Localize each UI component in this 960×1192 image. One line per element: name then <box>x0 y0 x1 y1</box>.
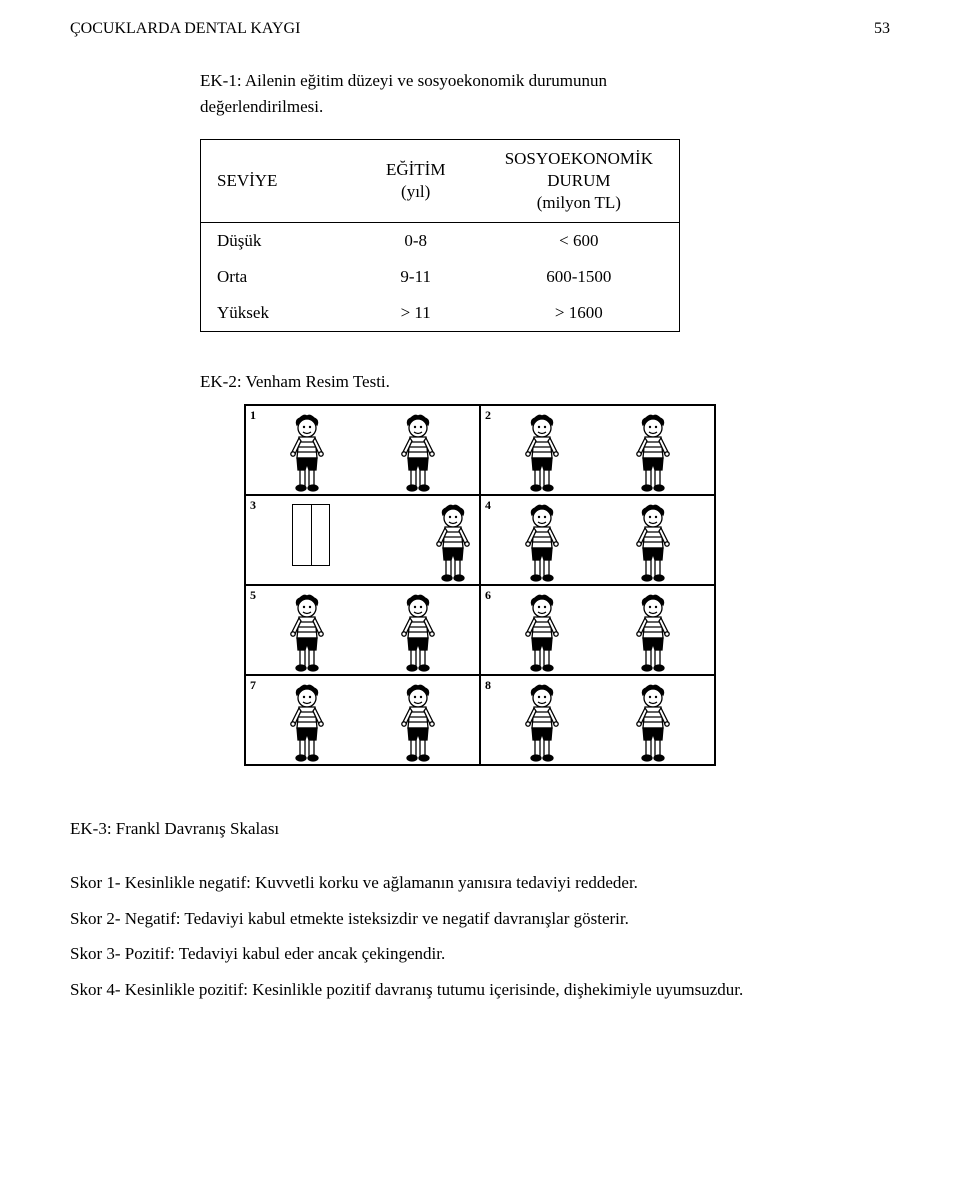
ek1-title: EK-1: Ailenin eğitim düzeyi ve sosyoekon… <box>200 68 890 119</box>
ek2-title: EK-2: Venham Resim Testi. <box>200 372 890 392</box>
child-figure-icon <box>287 684 327 762</box>
child-figure-icon <box>522 504 562 582</box>
venham-cell: 6 <box>480 585 715 675</box>
child-figure-icon <box>398 684 438 762</box>
running-header-left: ÇOCUKLARDA DENTAL KAYGI <box>70 20 300 38</box>
ek3-item: Skor 1- Kesinlikle negatif: Kuvvetli kor… <box>70 865 890 901</box>
ek1-table-wrap: SEVİYE EĞİTİM (yıl) SOSYOEKONOMİK DURUM … <box>200 139 890 332</box>
cell-level: Orta <box>201 259 353 295</box>
child-figure-icon <box>522 684 562 762</box>
table-row: Düşük 0-8 < 600 <box>201 223 680 260</box>
child-figure-icon <box>398 594 438 672</box>
venham-cell-number: 3 <box>250 498 256 513</box>
door-icon <box>292 504 330 566</box>
child-figure-icon <box>633 594 673 672</box>
running-header: ÇOCUKLARDA DENTAL KAYGI 53 <box>70 20 890 38</box>
th-egitim-l2: (yıl) <box>401 182 430 201</box>
venham-cell: 3 <box>245 495 480 585</box>
venham-cell: 1 <box>245 405 480 495</box>
venham-cell-number: 2 <box>485 408 491 423</box>
venham-cell: 8 <box>480 675 715 765</box>
cell-level: Yüksek <box>201 295 353 332</box>
table-row: Yüksek > 11 > 1600 <box>201 295 680 332</box>
page: ÇOCUKLARDA DENTAL KAYGI 53 EK-1: Ailenin… <box>0 0 960 1192</box>
ek1-title-line2: değerlendirilmesi. <box>200 97 323 116</box>
cell-ses: 600-1500 <box>479 259 680 295</box>
th-seviye: SEVİYE <box>201 140 353 223</box>
ek3-item: Skor 4- Kesinlikle pozitif: Kesinlikle p… <box>70 972 890 1008</box>
venham-grid: 1 <box>244 404 716 766</box>
child-figure-icon <box>633 684 673 762</box>
page-number: 53 <box>874 20 890 38</box>
venham-cell: 4 <box>480 495 715 585</box>
venham-cell-number: 7 <box>250 678 256 693</box>
table-row: Orta 9-11 600-1500 <box>201 259 680 295</box>
ek3-block: EK-3: Frankl Davranış Skalası Skor 1- Ke… <box>70 811 890 1007</box>
child-figure-icon <box>522 594 562 672</box>
cell-ses: > 1600 <box>479 295 680 332</box>
ek1-title-line1: EK-1: Ailenin eğitim düzeyi ve sosyoekon… <box>200 71 607 90</box>
venham-cell: 2 <box>480 405 715 495</box>
th-ses-l3: (milyon TL) <box>537 193 621 212</box>
th-ses-l1: SOSYOEKONOMİK <box>505 149 653 168</box>
venham-cell-number: 8 <box>485 678 491 693</box>
venham-cell: 5 <box>245 585 480 675</box>
cell-level: Düşük <box>201 223 353 260</box>
cell-edu: 9-11 <box>353 259 479 295</box>
th-egitim: EĞİTİM (yıl) <box>353 140 479 223</box>
child-figure-icon <box>398 414 438 492</box>
th-egitim-l1: EĞİTİM <box>386 160 445 179</box>
ek3-item: Skor 2- Negatif: Tedaviyi kabul etmekte … <box>70 901 890 937</box>
cell-ses: < 600 <box>479 223 680 260</box>
ek3-item: Skor 3- Pozitif: Tedaviyi kabul eder anc… <box>70 936 890 972</box>
child-figure-icon <box>633 414 673 492</box>
child-figure-icon <box>522 414 562 492</box>
child-figure-icon <box>287 594 327 672</box>
venham-cell-number: 1 <box>250 408 256 423</box>
child-figure-icon <box>287 414 327 492</box>
child-figure-icon <box>433 504 473 582</box>
cell-edu: 0-8 <box>353 223 479 260</box>
venham-cell-number: 5 <box>250 588 256 603</box>
ek3-title: EK-3: Frankl Davranış Skalası <box>70 811 890 847</box>
th-ses-l2: DURUM <box>547 171 610 190</box>
venham-cell-number: 4 <box>485 498 491 513</box>
ek1-table: SEVİYE EĞİTİM (yıl) SOSYOEKONOMİK DURUM … <box>200 139 680 332</box>
cell-edu: > 11 <box>353 295 479 332</box>
table-header-row: SEVİYE EĞİTİM (yıl) SOSYOEKONOMİK DURUM … <box>201 140 680 223</box>
th-ses: SOSYOEKONOMİK DURUM (milyon TL) <box>479 140 680 223</box>
venham-cell-number: 6 <box>485 588 491 603</box>
child-figure-icon <box>633 504 673 582</box>
venham-cell: 7 <box>245 675 480 765</box>
